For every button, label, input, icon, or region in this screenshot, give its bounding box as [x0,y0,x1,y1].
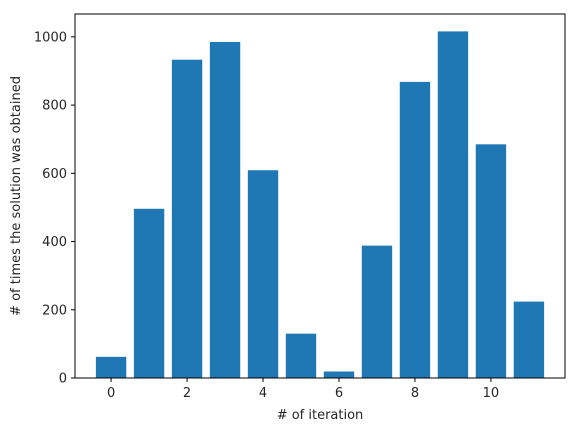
x-axis-ticks: 0 2 4 6 8 10 [107,378,499,401]
bar-9 [437,31,469,378]
bar-5 [285,333,317,378]
x-tick-label: 4 [259,386,267,401]
y-tick-label: 1000 [34,30,67,45]
bars-group [95,31,545,379]
x-tick-label: 0 [107,386,115,401]
y-tick-label: 800 [42,99,67,114]
y-axis-label: # of times the solution was obtained [9,76,24,316]
x-tick-label: 10 [483,386,500,401]
bar-6 [323,371,355,378]
y-tick-label: 200 [42,303,67,318]
y-tick-label: 0 [59,372,67,387]
x-tick-label: 2 [183,386,191,401]
y-axis-ticks: 0 200 400 600 800 1000 [34,30,75,387]
plot-frame [74,13,566,379]
bar-10 [475,144,507,378]
y-tick-label: 400 [42,235,67,250]
bar-2 [171,59,203,378]
bar-7 [361,245,393,378]
bar-4 [247,170,279,378]
bar-1 [133,208,165,378]
bar-0 [95,356,127,378]
x-tick-label: 8 [411,386,419,401]
bar-3 [209,41,241,379]
x-tick-label: 6 [335,386,343,401]
x-axis-label: # of iteration [277,408,364,423]
bar-11 [513,301,545,378]
y-tick-label: 600 [42,167,67,182]
bar-8 [399,81,431,378]
